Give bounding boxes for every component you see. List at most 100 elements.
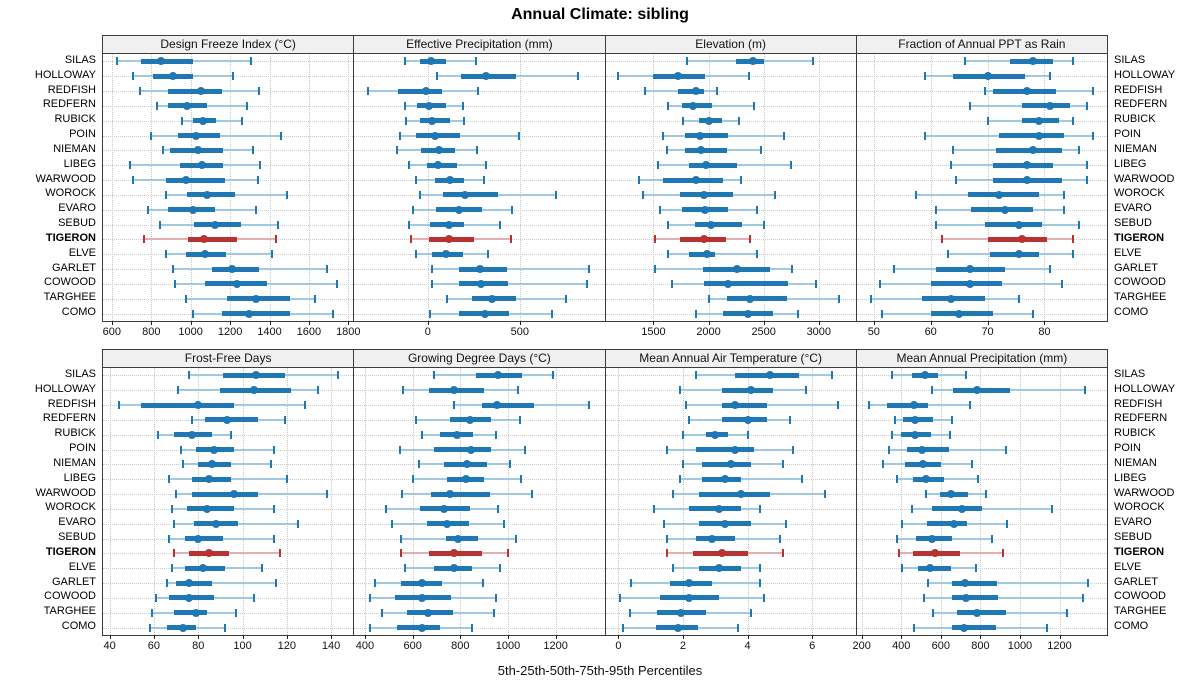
horizontal-gridline — [856, 91, 1107, 93]
x-tick-label: 1000 — [178, 326, 203, 338]
plot-title: Annual Climate: sibling — [511, 6, 689, 23]
station-label: WARWOOD — [1114, 172, 1175, 185]
median-dot — [966, 265, 975, 274]
median-dot — [232, 279, 241, 288]
panel-header: Effective Precipitation (mm) — [354, 36, 605, 54]
whisker-cap — [1077, 146, 1080, 155]
whisker-cap — [824, 490, 827, 499]
median-dot — [452, 430, 461, 439]
whisker-cap — [948, 430, 951, 439]
whisker-cap — [180, 116, 183, 125]
vertical-gridline — [198, 368, 200, 635]
whisker-cap — [694, 371, 697, 380]
station-label: RUBICK — [1114, 427, 1156, 440]
vertical-gridline — [412, 368, 414, 635]
whisker-cap — [759, 146, 762, 155]
median-dot — [966, 279, 975, 288]
whisker-cap — [946, 250, 949, 259]
whisker-cap — [1091, 131, 1094, 140]
iqr-bar — [442, 192, 498, 198]
vertical-gridline — [901, 368, 903, 635]
median-dot — [697, 146, 706, 155]
whisker-cap — [430, 279, 433, 288]
iqr-bar — [688, 251, 716, 257]
vertical-gridline — [682, 368, 684, 635]
median-dot — [207, 460, 216, 469]
median-dot — [930, 549, 939, 558]
median-dot — [439, 504, 448, 513]
whisker-cap — [1002, 549, 1005, 558]
panel-header: Fraction of Annual PPT as Rain — [856, 36, 1107, 54]
whisker-cap — [737, 116, 740, 125]
median-dot — [925, 564, 934, 573]
whisker-cap — [898, 549, 901, 558]
whisker-cap — [475, 146, 478, 155]
x-tick-mark — [555, 635, 557, 639]
median-dot — [957, 504, 966, 513]
iqr-bar — [998, 133, 1065, 139]
median-dot — [453, 534, 462, 543]
x-tick-mark — [308, 321, 310, 325]
whisker-cap — [150, 131, 153, 140]
whisker-cap — [896, 534, 899, 543]
whisker-cap — [398, 445, 401, 454]
vertical-gridline — [930, 54, 932, 321]
panel: Fraction of Annual PPT as Rain 50 60 70 80 — [855, 35, 1108, 338]
iqr-bar — [984, 222, 1042, 228]
iqr-bar — [695, 447, 755, 453]
median-dot — [450, 564, 459, 573]
median-dot — [973, 386, 982, 395]
median-dot — [185, 579, 194, 588]
median-dot — [200, 235, 209, 244]
whisker-cap — [665, 445, 668, 454]
x-tick-mark — [618, 635, 620, 639]
whisker-cap — [791, 445, 794, 454]
whisker-cap — [1087, 579, 1090, 588]
median-dot — [188, 205, 197, 214]
panel-body — [605, 54, 856, 321]
median-dot — [677, 608, 686, 617]
whisker-cap — [986, 116, 989, 125]
whisker-cap — [749, 235, 752, 244]
whisker-cap — [667, 220, 670, 229]
x-tick-mark — [230, 321, 232, 325]
whisker-cap — [662, 131, 665, 140]
median-dot — [1034, 131, 1043, 140]
x-tick-mark — [901, 635, 903, 639]
station-label: ELVE — [68, 246, 96, 259]
median-dot — [418, 593, 427, 602]
median-dot — [704, 116, 713, 125]
whisker-cap — [474, 57, 477, 66]
median-dot — [211, 220, 220, 229]
median-dot — [460, 190, 469, 199]
whisker-cap — [277, 220, 280, 229]
station-label: TIGERON — [45, 231, 96, 244]
x-tick-label: 40 — [103, 640, 116, 652]
whisker-cap — [147, 205, 150, 214]
whisker-cap — [952, 146, 955, 155]
median-dot — [431, 131, 440, 140]
iqr-bar — [430, 491, 491, 497]
median-dot — [434, 146, 443, 155]
panel: Effective Precipitation (mm) 0 500 — [353, 35, 606, 338]
median-dot — [706, 220, 715, 229]
whisker-cap — [1017, 294, 1020, 303]
whisker-cap — [652, 504, 655, 513]
station-label: SEBUD — [58, 217, 96, 230]
whisker-cap — [935, 220, 938, 229]
whisker-cap — [368, 623, 371, 632]
panel: Elevation (m) 1500 2000 2500 3000 — [604, 35, 857, 338]
station-label: REDFISH — [47, 397, 96, 410]
whisker-cap — [254, 205, 257, 214]
horizontal-gridline — [856, 419, 1107, 421]
x-tick-label: 1200 — [217, 326, 243, 338]
whisker-cap — [587, 265, 590, 274]
median-dot — [433, 161, 442, 170]
whisker-cap — [446, 294, 449, 303]
whisker-cap — [739, 176, 742, 185]
x-tick-mark — [1059, 635, 1061, 639]
median-dot — [476, 265, 485, 274]
median-dot — [157, 57, 166, 66]
x-tick-label: 2 — [679, 640, 687, 652]
median-dot — [983, 72, 992, 81]
